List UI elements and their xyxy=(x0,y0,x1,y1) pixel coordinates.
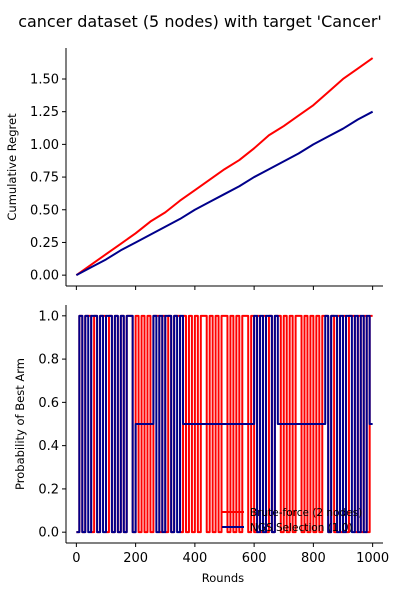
bottom-ytick-label: 0.0 xyxy=(38,526,59,541)
bottom-yticks: 0.0 0.2 0.4 0.6 0.8 1.0 xyxy=(38,309,66,541)
chart-title: cancer dataset (5 nodes) with target 'Ca… xyxy=(18,12,382,31)
top-series-line-1 xyxy=(75,110,374,277)
legend: Brute-force (2 nodes) NGS Selection (1.0… xyxy=(222,507,362,534)
top-ytick-label: 0.00 xyxy=(30,269,59,284)
top-series-layer xyxy=(75,57,374,277)
bottom-xtick-label: 0 xyxy=(72,551,80,566)
legend-label-brute-force: Brute-force (2 nodes) xyxy=(250,507,362,519)
top-ytick-label: 0.50 xyxy=(30,203,59,218)
top-ytick-label: 1.50 xyxy=(30,72,59,87)
top-yticks: 0.00 0.25 0.50 0.75 1.00 1.25 1.50 xyxy=(30,72,66,284)
bottom-ytick-label: 0.4 xyxy=(38,439,59,454)
bottom-xtick-label: 1000 xyxy=(356,551,389,566)
bottom-series-layer xyxy=(76,314,373,534)
top-ytick-label: 1.25 xyxy=(30,105,59,120)
top-ytick-label: 1.00 xyxy=(30,138,59,153)
top-ytick-label: 0.25 xyxy=(30,236,59,251)
bottom-ytick-label: 1.0 xyxy=(38,309,59,324)
bottom-ytick-label: 0.8 xyxy=(38,353,59,368)
probability-best-arm-panel: 0.0 0.2 0.4 0.6 0.8 1.0 0 200 400 600 800 1000 Pro… xyxy=(13,305,389,585)
top-ylabel: Cumulative Regret xyxy=(5,113,19,221)
legend-label-ngs-selection: NGS Selection (1.0) xyxy=(250,522,353,534)
bottom-xtick-label: 800 xyxy=(301,551,326,566)
top-ytick-label: 0.75 xyxy=(30,171,59,186)
bottom-series-line-1 xyxy=(76,314,373,534)
bottom-xlabel: Rounds xyxy=(202,571,244,585)
bottom-ylabel: Probability of Best Arm xyxy=(13,358,27,490)
bottom-xtick-label: 600 xyxy=(242,551,267,566)
bottom-ytick-label: 0.6 xyxy=(38,396,59,411)
bottom-ytick-label: 0.2 xyxy=(38,482,59,497)
bottom-xtick-label: 400 xyxy=(182,551,207,566)
bottom-xtick-label: 200 xyxy=(123,551,148,566)
top-xticks xyxy=(75,286,374,290)
top-series-line-0 xyxy=(75,57,374,276)
bottom-xticks: 0 200 400 600 800 1000 xyxy=(72,543,389,566)
cumulative-regret-panel: 0.00 0.25 0.50 0.75 1.00 1.25 1.50 Cumulative … xyxy=(5,48,383,290)
